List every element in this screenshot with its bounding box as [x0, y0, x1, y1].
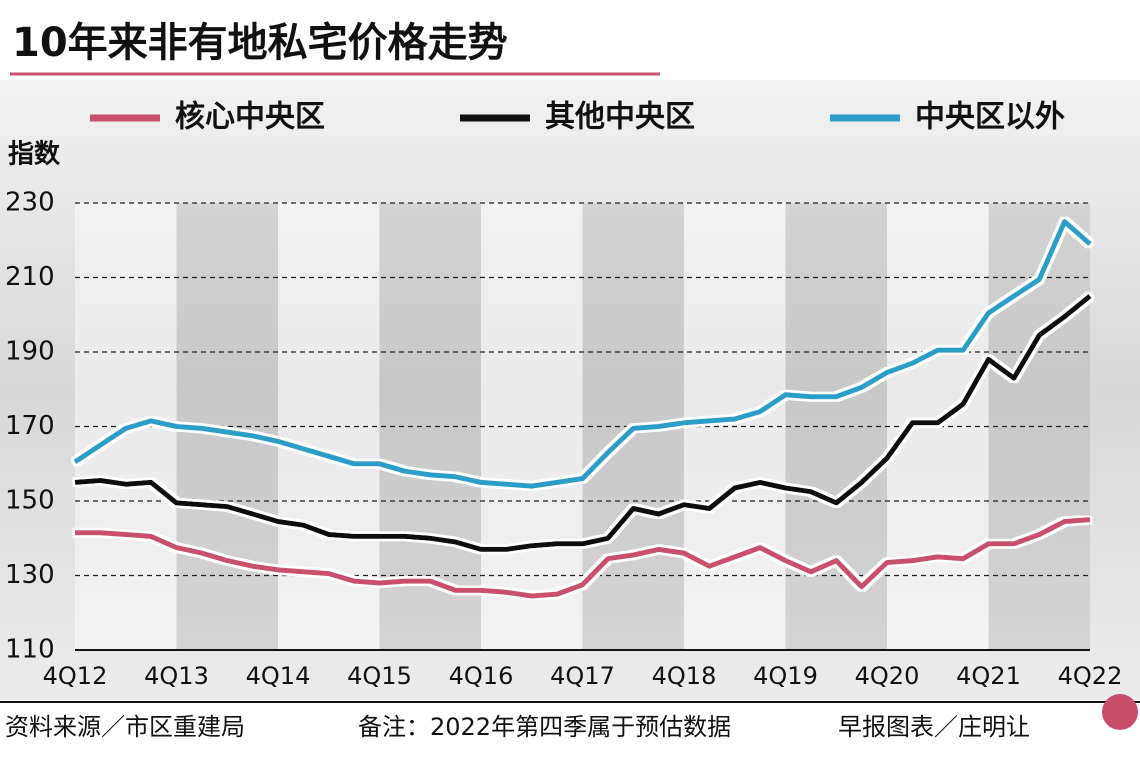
source: 资料来源／市区重建局 — [5, 713, 245, 741]
band — [481, 203, 583, 650]
background — [0, 80, 1140, 700]
legend-label: 其他中央区 — [545, 100, 695, 135]
y-tick-label: 110 — [5, 635, 55, 665]
x-tick-label: 4Q16 — [449, 662, 514, 690]
x-tick-label: 4Q17 — [550, 662, 615, 690]
x-tick-label: 4Q12 — [43, 662, 108, 690]
x-tick-label: 4Q15 — [347, 662, 412, 690]
legend-label: 核心中央区 — [175, 100, 325, 135]
chart-title: 10年来非有地私宅价格走势 — [12, 20, 508, 66]
y-tick-label: 230 — [5, 188, 55, 218]
x-tick-label: 4Q18 — [652, 662, 717, 690]
y-tick-label: 130 — [5, 560, 55, 590]
x-tick-label: 4Q13 — [144, 662, 209, 690]
legend-label: 中央区以外 — [915, 100, 1065, 135]
credit: 早报图表／庄明让 — [838, 713, 1030, 741]
x-tick-label: 4Q14 — [246, 662, 311, 690]
series-line — [74, 294, 1092, 552]
x-tick-label: 4Q22 — [1058, 662, 1123, 690]
series-line — [75, 517, 1091, 599]
y-tick-label: 150 — [5, 486, 55, 516]
note: 备注：2022年第四季属于预估数据 — [358, 713, 731, 741]
y-tick-label: 170 — [5, 411, 55, 441]
band — [887, 203, 989, 650]
logo — [1102, 694, 1138, 730]
x-tick-label: 4Q19 — [753, 662, 818, 690]
y-tick-label: 190 — [5, 337, 55, 367]
x-tick-label: 4Q21 — [956, 662, 1021, 690]
y-tick-label: 210 — [5, 262, 55, 292]
series-line — [73, 219, 1092, 489]
x-tick-label: 4Q20 — [855, 662, 920, 690]
y-axis-label: 指数 — [8, 140, 61, 170]
